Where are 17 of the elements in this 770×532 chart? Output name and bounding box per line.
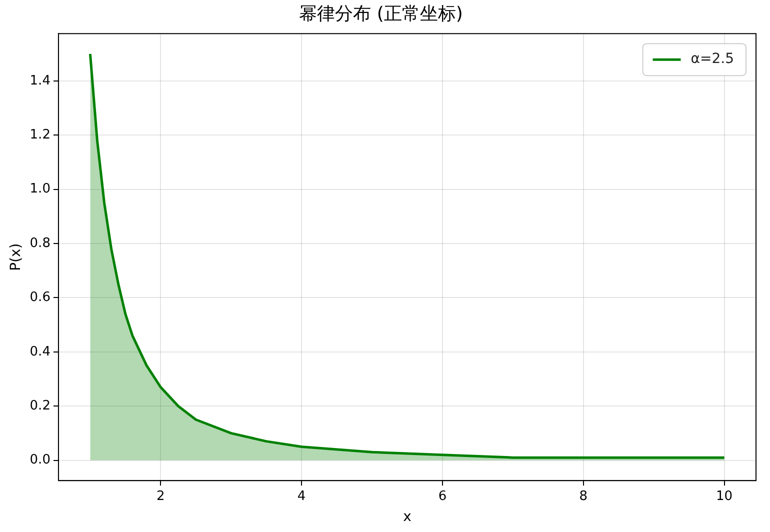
y-tick-label: 0.6 [30,290,50,306]
x-tick-label: 8 [579,488,588,504]
y-tick-label: 0.4 [30,344,50,360]
x-tick-label: 4 [297,488,306,504]
x-tick-label: 2 [156,488,165,504]
y-axis-title: P(x) [8,243,24,271]
chart-title: 幂律分布 (正常坐标) [299,3,463,24]
x-axis-title: x [403,509,412,526]
x-tick-label: 6 [438,488,447,504]
legend-label: α=2.5 [690,51,734,68]
y-tick-label: 1.0 [30,182,50,197]
x-tick-label: 10 [716,488,733,504]
y-tick-label: 0.8 [30,236,50,251]
y-tick-label: 1.2 [30,128,50,143]
y-tick-label: 0.2 [30,398,50,414]
y-tick-label: 1.4 [30,73,50,88]
y-tick-label: 0.0 [30,452,50,468]
